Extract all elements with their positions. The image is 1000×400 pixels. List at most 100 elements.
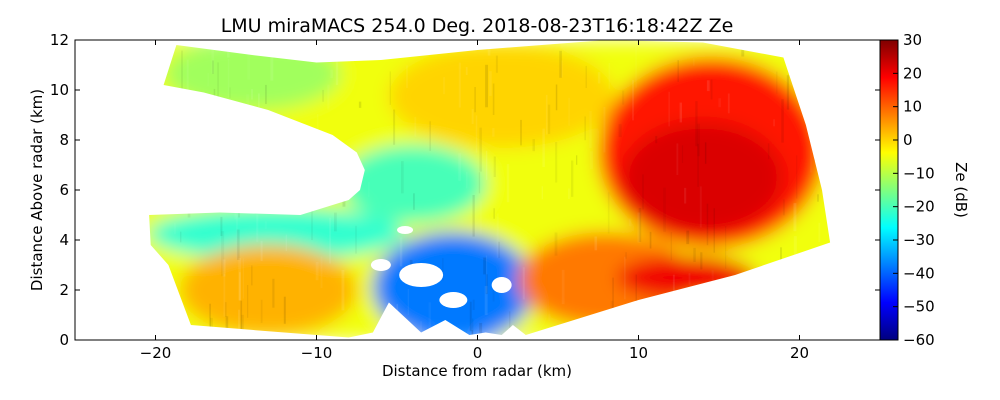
echo-texture	[465, 67, 468, 75]
echo-texture	[603, 107, 606, 153]
echo-texture	[260, 299, 263, 323]
echo-texture	[817, 194, 819, 202]
echo-texture	[622, 90, 625, 105]
echo-texture	[625, 252, 627, 259]
echo-texture	[782, 199, 785, 216]
echo-region	[340, 144, 486, 223]
echo-texture	[710, 79, 713, 100]
colorbar-axis: 30 20 10 0 −10 −20 −30 −40 −50 −60	[893, 31, 935, 349]
echo-texture	[522, 267, 525, 300]
echo-texture	[475, 115, 478, 153]
echo-texture	[741, 49, 745, 57]
echo-texture	[227, 59, 230, 98]
y-tick-label: 4	[59, 231, 69, 249]
echo-texture	[207, 72, 209, 87]
echo-texture	[283, 296, 286, 324]
echo-gap	[228, 196, 309, 204]
echo-texture	[223, 273, 226, 317]
echo-texture	[635, 274, 637, 316]
echo-gaps	[228, 196, 512, 308]
echo-texture	[311, 209, 313, 241]
echo-texture	[486, 255, 488, 294]
echo-texture	[236, 215, 238, 260]
echo-texture	[672, 274, 675, 301]
echo-texture	[489, 71, 492, 96]
echo-texture	[474, 87, 476, 113]
y-tick-label: 10	[50, 81, 69, 99]
echo-texture	[442, 258, 444, 281]
echo-texture	[210, 317, 213, 334]
echo-texture	[458, 62, 461, 108]
echo-texture	[597, 72, 601, 84]
echo-texture	[471, 109, 474, 124]
echo-texture	[594, 236, 598, 251]
echo-texture	[568, 97, 570, 126]
echo-texture	[506, 164, 510, 203]
echo-texture	[773, 119, 775, 127]
echo-texture	[810, 131, 813, 173]
echo-texture	[260, 240, 263, 261]
echo-texture	[776, 71, 778, 94]
echo-texture	[492, 278, 495, 302]
echo-texture	[520, 119, 522, 146]
echo-texture	[727, 93, 730, 114]
echo-texture	[472, 195, 475, 237]
echo-texture	[225, 316, 229, 338]
echo-gap	[399, 263, 444, 287]
echo-texture	[479, 127, 482, 172]
echo-texture	[796, 155, 798, 199]
colorbar-tick-label: −10	[903, 164, 935, 182]
y-tick-label: 12	[50, 31, 69, 49]
colorbar-tick-label: −50	[903, 298, 935, 316]
echo-texture	[725, 226, 727, 269]
echo-texture	[174, 222, 176, 235]
y-tick-label: 8	[59, 131, 69, 149]
echo-texture	[686, 230, 690, 245]
echo-texture	[419, 321, 422, 332]
echo-gap	[439, 292, 468, 308]
echo-texture	[458, 153, 462, 181]
echo-texture	[663, 187, 666, 232]
echo-texture	[236, 229, 240, 260]
echo-texture	[676, 143, 679, 175]
echo-texture	[781, 99, 784, 143]
echo-texture	[368, 181, 370, 197]
echo-texture	[693, 247, 696, 262]
x-tick-label: 10	[629, 344, 648, 362]
echo-texture	[589, 111, 592, 148]
echo-texture	[272, 278, 275, 308]
echo-texture	[406, 65, 408, 89]
echo-texture	[684, 187, 687, 204]
echo-texture	[571, 160, 574, 197]
echo-texture	[655, 136, 658, 144]
echo-texture	[320, 256, 323, 288]
echo-texture	[264, 221, 267, 229]
echo-texture	[251, 89, 253, 100]
colorbar-tick-label: −30	[903, 231, 935, 249]
echo-texture	[693, 58, 695, 66]
echo-texture	[548, 314, 550, 321]
echo-texture	[492, 83, 495, 115]
echo-texture	[697, 143, 699, 187]
echo-texture	[711, 270, 714, 286]
x-tick-label: 20	[790, 344, 809, 362]
echo-texture	[704, 142, 707, 164]
x-tick-label: 0	[473, 344, 483, 362]
echo-texture	[555, 142, 558, 183]
echo-texture	[484, 286, 488, 315]
echo-texture	[681, 145, 684, 163]
echo-texture	[180, 231, 182, 243]
echo-texture	[637, 212, 641, 243]
x-tick-label: −10	[301, 344, 333, 362]
echo-texture	[238, 258, 241, 301]
echo-texture	[316, 113, 319, 135]
echo-texture	[561, 60, 563, 78]
x-axis-label: Distance from radar (km)	[382, 362, 572, 380]
chart-title: LMU miraMACS 254.0 Deg. 2018-08-23T16:18…	[221, 15, 734, 37]
echo-texture	[700, 252, 703, 270]
echo-texture	[335, 45, 339, 86]
colorbar-tick-label: −20	[903, 198, 935, 216]
echo-texture	[472, 299, 475, 310]
colorbar-tick-label: −60	[903, 331, 935, 349]
